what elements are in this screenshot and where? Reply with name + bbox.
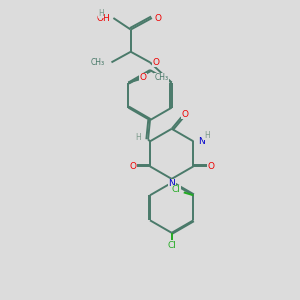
Text: CH₃: CH₃ <box>91 58 105 67</box>
Text: O: O <box>154 14 161 22</box>
Text: Cl: Cl <box>167 241 176 250</box>
Text: H: H <box>204 131 210 140</box>
Text: O: O <box>207 162 214 171</box>
Text: O: O <box>139 73 146 82</box>
Text: O: O <box>182 110 189 119</box>
Text: H: H <box>98 9 104 18</box>
Text: N: N <box>198 137 205 146</box>
Text: H: H <box>136 133 141 142</box>
Text: CH₃: CH₃ <box>154 73 168 82</box>
Text: O: O <box>152 58 159 67</box>
Text: Cl: Cl <box>172 185 181 194</box>
Text: N: N <box>168 179 175 188</box>
Text: OH: OH <box>97 14 111 22</box>
Text: O: O <box>129 162 136 171</box>
